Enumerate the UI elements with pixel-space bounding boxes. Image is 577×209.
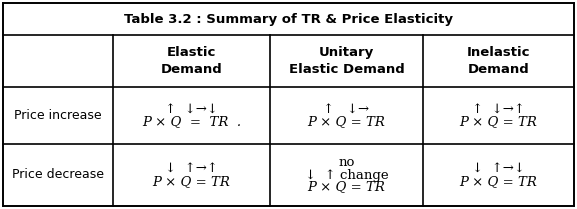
Text: P × Q = TR: P × Q = TR bbox=[308, 181, 385, 194]
Text: P × Q = TR: P × Q = TR bbox=[459, 175, 537, 188]
Text: P × Q = TR: P × Q = TR bbox=[459, 116, 537, 129]
Text: Price increase: Price increase bbox=[14, 109, 102, 122]
Text: P × Q = TR: P × Q = TR bbox=[308, 116, 385, 129]
Text: ↑   ↓→: ↑ ↓→ bbox=[324, 102, 369, 116]
Text: ↑  ↓→↓: ↑ ↓→↓ bbox=[165, 102, 218, 116]
Text: Elastic
Demand: Elastic Demand bbox=[160, 46, 222, 76]
Text: P × Q = TR: P × Q = TR bbox=[152, 175, 230, 188]
Text: ↑  ↓→↑: ↑ ↓→↑ bbox=[472, 102, 525, 116]
Text: ↓  ↑→↓: ↓ ↑→↓ bbox=[472, 162, 525, 175]
Text: no: no bbox=[338, 157, 355, 169]
Text: Price decrease: Price decrease bbox=[12, 168, 104, 181]
Text: ↓  ↑ change: ↓ ↑ change bbox=[305, 168, 388, 181]
Text: Table 3.2 : Summary of TR & Price Elasticity: Table 3.2 : Summary of TR & Price Elasti… bbox=[124, 13, 453, 25]
Text: Unitary
Elastic Demand: Unitary Elastic Demand bbox=[288, 46, 404, 76]
Text: ↓  ↑→↑: ↓ ↑→↑ bbox=[165, 162, 218, 175]
Text: Inelastic
Demand: Inelastic Demand bbox=[467, 46, 530, 76]
Text: P × Q  =  TR  .: P × Q = TR . bbox=[142, 116, 241, 129]
